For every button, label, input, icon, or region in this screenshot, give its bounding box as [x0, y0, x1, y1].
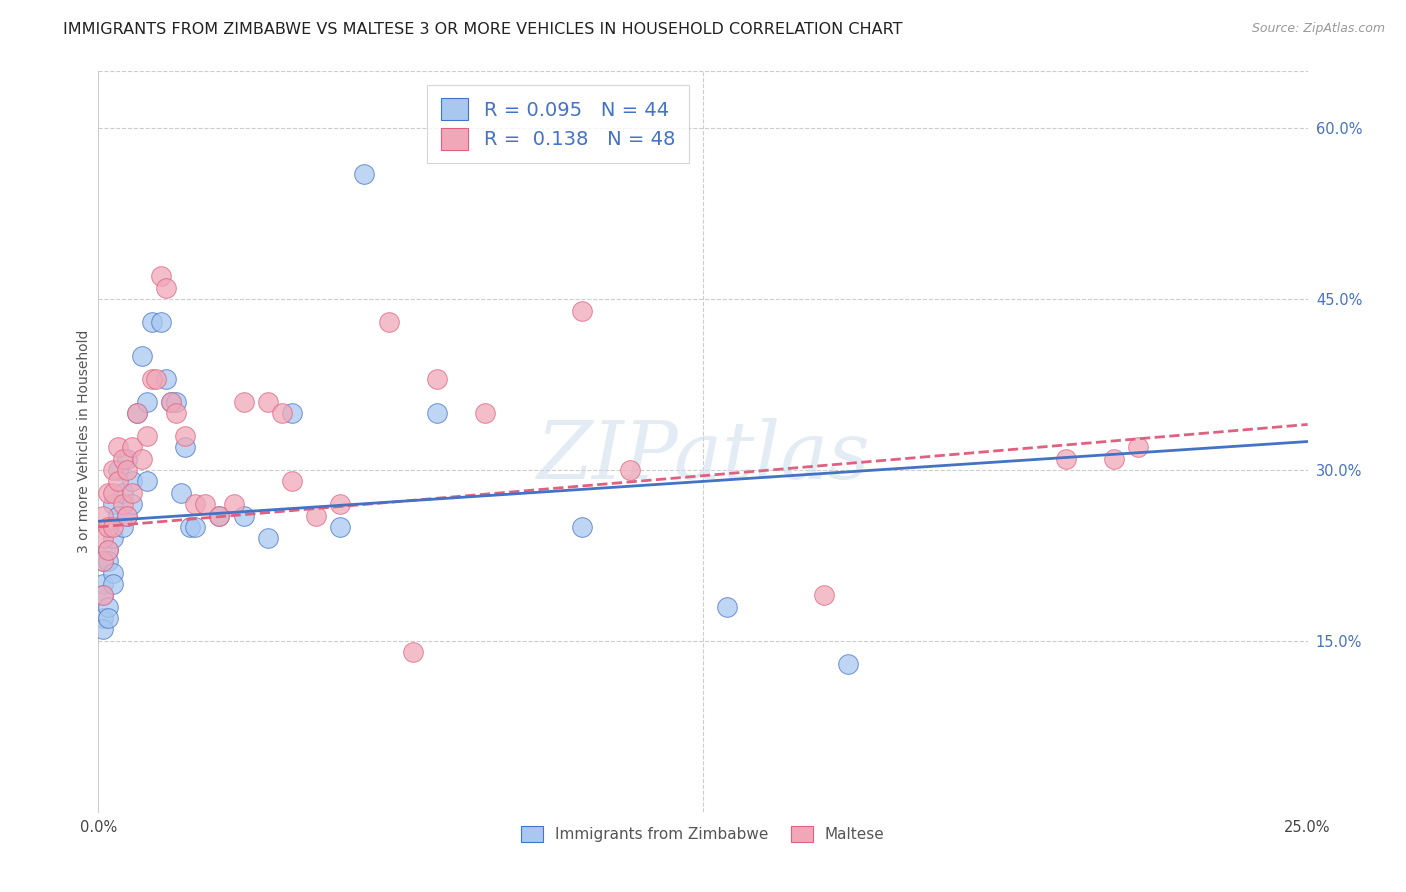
Point — [194, 497, 217, 511]
Point — [281, 406, 304, 420]
Point — [160, 394, 183, 409]
Point — [131, 349, 153, 363]
Point — [165, 406, 187, 420]
Point — [127, 406, 149, 420]
Point — [121, 475, 143, 489]
Point — [160, 394, 183, 409]
Point — [184, 497, 207, 511]
Point — [97, 611, 120, 625]
Point — [101, 520, 124, 534]
Point — [97, 485, 120, 500]
Point — [117, 451, 139, 466]
Point — [101, 463, 124, 477]
Text: Source: ZipAtlas.com: Source: ZipAtlas.com — [1251, 22, 1385, 36]
Point — [208, 508, 231, 523]
Point — [91, 588, 114, 602]
Point — [101, 497, 124, 511]
Point — [107, 463, 129, 477]
Point — [101, 532, 124, 546]
Point — [107, 508, 129, 523]
Point — [426, 406, 449, 420]
Point — [571, 303, 593, 318]
Point — [91, 588, 114, 602]
Point — [111, 485, 134, 500]
Point — [377, 315, 399, 329]
Point — [117, 463, 139, 477]
Point — [155, 281, 177, 295]
Point — [97, 542, 120, 557]
Legend: Immigrants from Zimbabwe, Maltese: Immigrants from Zimbabwe, Maltese — [515, 820, 891, 848]
Point — [111, 451, 134, 466]
Point — [150, 269, 173, 284]
Point — [179, 520, 201, 534]
Point — [135, 394, 157, 409]
Point — [174, 440, 197, 454]
Point — [1054, 451, 1077, 466]
Point — [184, 520, 207, 534]
Point — [101, 577, 124, 591]
Point — [222, 497, 245, 511]
Point — [91, 554, 114, 568]
Point — [271, 406, 294, 420]
Point — [97, 520, 120, 534]
Point — [101, 485, 124, 500]
Point — [329, 520, 352, 534]
Point — [127, 406, 149, 420]
Point — [91, 611, 114, 625]
Point — [91, 623, 114, 637]
Point — [256, 532, 278, 546]
Point — [97, 599, 120, 614]
Point — [571, 520, 593, 534]
Point — [813, 588, 835, 602]
Point — [107, 440, 129, 454]
Point — [353, 167, 375, 181]
Point — [150, 315, 173, 329]
Point — [474, 406, 496, 420]
Text: ZIPatlas: ZIPatlas — [536, 417, 870, 495]
Point — [141, 372, 163, 386]
Point — [121, 497, 143, 511]
Point — [97, 554, 120, 568]
Point — [141, 315, 163, 329]
Point — [107, 475, 129, 489]
Point — [131, 451, 153, 466]
Point — [135, 475, 157, 489]
Point — [165, 394, 187, 409]
Point — [155, 372, 177, 386]
Point — [1128, 440, 1150, 454]
Point — [111, 497, 134, 511]
Point — [117, 508, 139, 523]
Point — [402, 645, 425, 659]
Point — [256, 394, 278, 409]
Point — [121, 440, 143, 454]
Point — [232, 508, 254, 523]
Point — [1102, 451, 1125, 466]
Point — [716, 599, 738, 614]
Point — [101, 566, 124, 580]
Point — [426, 372, 449, 386]
Point — [174, 429, 197, 443]
Y-axis label: 3 or more Vehicles in Household: 3 or more Vehicles in Household — [77, 330, 91, 553]
Point — [329, 497, 352, 511]
Point — [91, 554, 114, 568]
Point — [208, 508, 231, 523]
Point — [135, 429, 157, 443]
Point — [305, 508, 328, 523]
Point — [97, 542, 120, 557]
Point — [281, 475, 304, 489]
Point — [169, 485, 191, 500]
Point — [619, 463, 641, 477]
Point — [91, 508, 114, 523]
Point — [91, 532, 114, 546]
Point — [91, 577, 114, 591]
Point — [232, 394, 254, 409]
Point — [117, 508, 139, 523]
Point — [837, 657, 859, 671]
Point — [111, 520, 134, 534]
Point — [145, 372, 167, 386]
Point — [121, 485, 143, 500]
Text: IMMIGRANTS FROM ZIMBABWE VS MALTESE 3 OR MORE VEHICLES IN HOUSEHOLD CORRELATION : IMMIGRANTS FROM ZIMBABWE VS MALTESE 3 OR… — [63, 22, 903, 37]
